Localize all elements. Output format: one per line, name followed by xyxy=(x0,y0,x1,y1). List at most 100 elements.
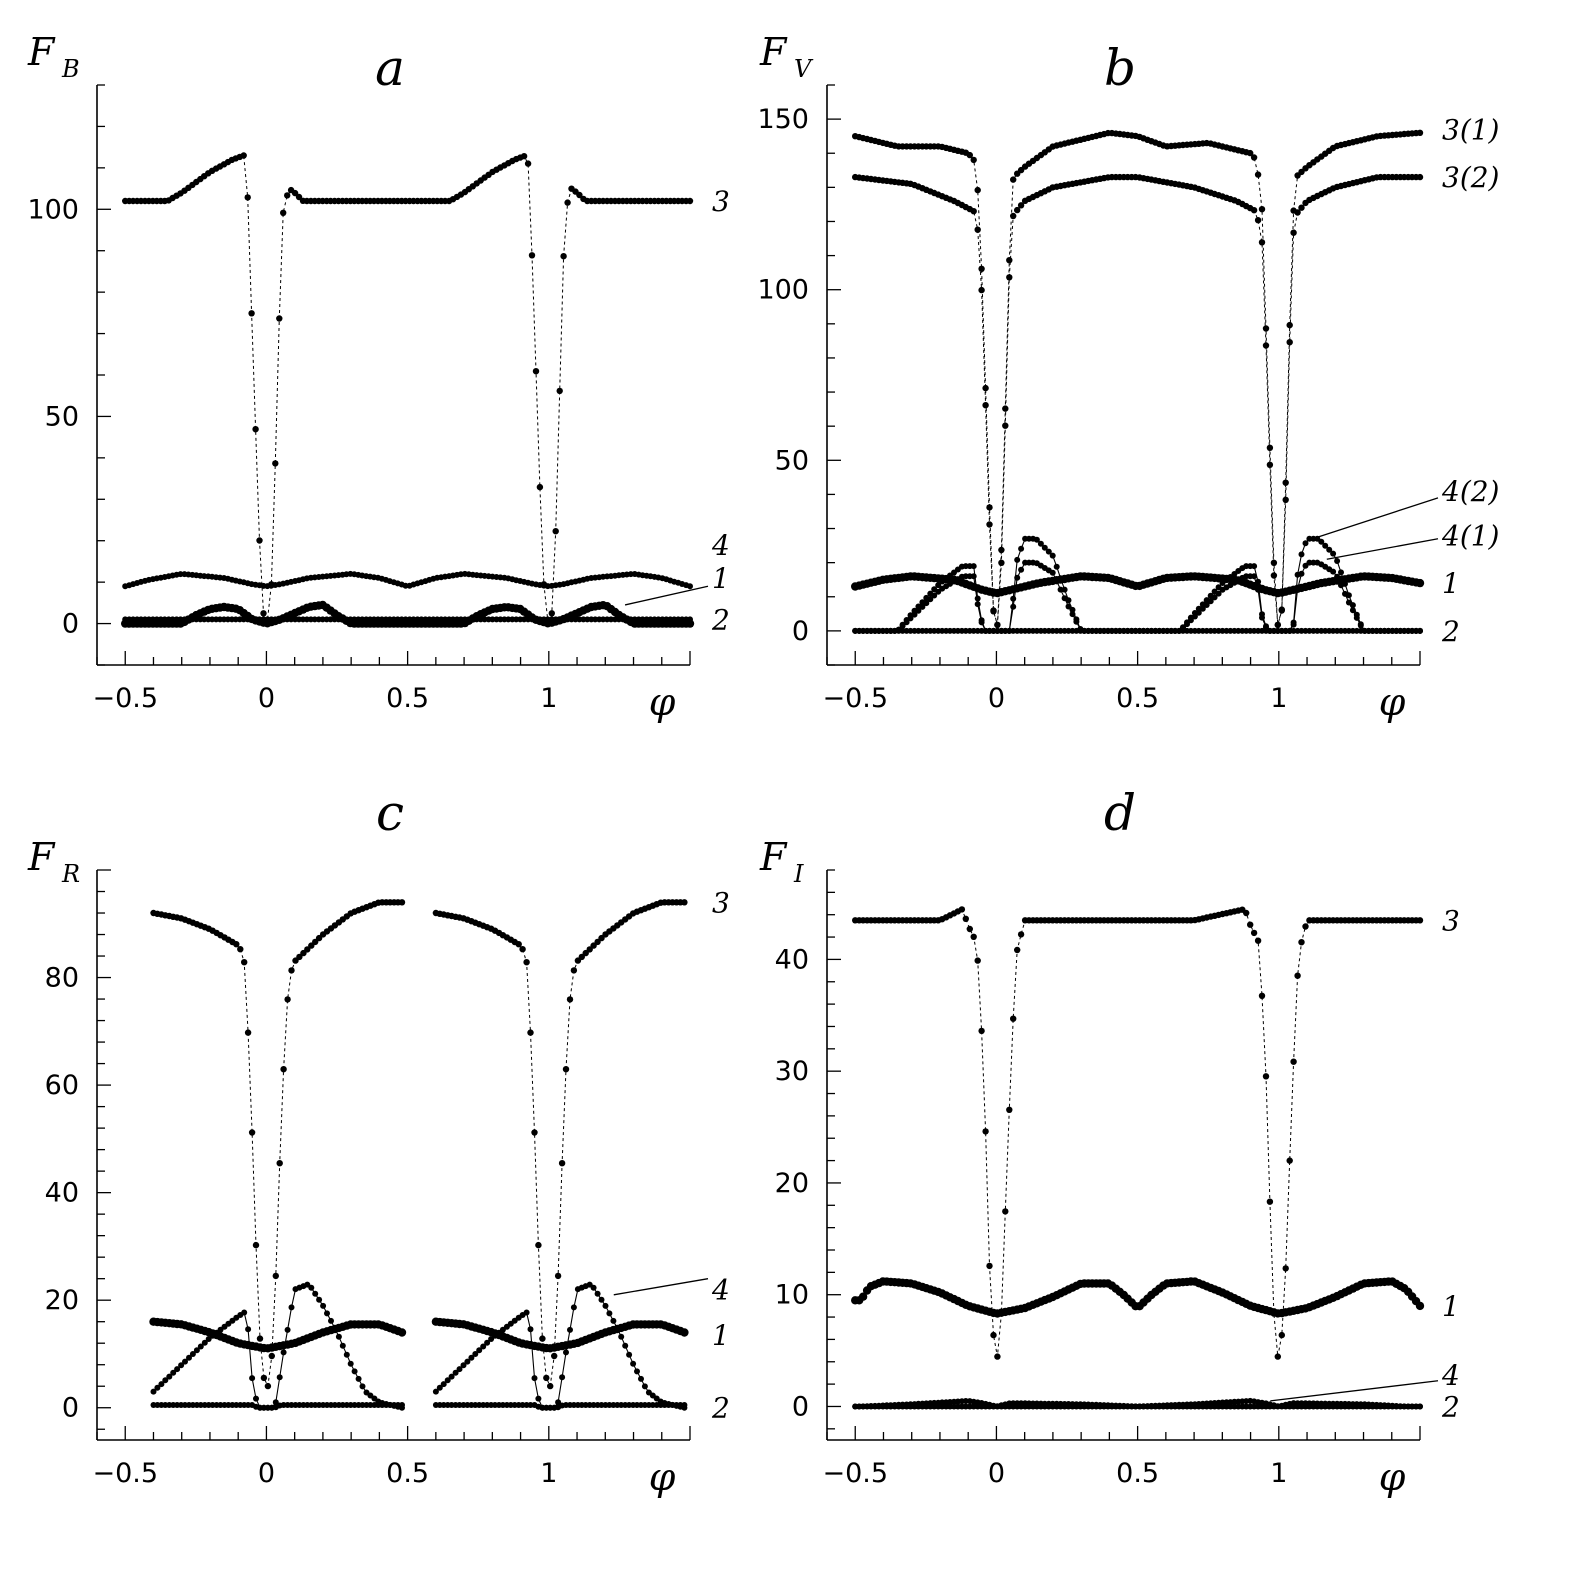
x-tick-label: −0.5 xyxy=(822,1458,888,1489)
x-tick-label: 0 xyxy=(988,683,1005,714)
data-point xyxy=(276,315,283,322)
data-point xyxy=(974,186,981,194)
data-point xyxy=(316,1296,323,1303)
data-point xyxy=(528,252,536,259)
y-axis-label: F xyxy=(27,30,56,74)
data-point xyxy=(1006,257,1013,264)
series-line xyxy=(855,132,1421,626)
data-point xyxy=(1049,569,1056,576)
y-tick-label: 0 xyxy=(792,1391,809,1422)
data-point xyxy=(547,1382,554,1390)
data-point xyxy=(276,1160,283,1167)
data-point xyxy=(1010,176,1017,183)
data-point xyxy=(1010,595,1017,602)
data-point xyxy=(1266,1198,1274,1205)
series-label: 1 xyxy=(1442,567,1460,600)
series-line xyxy=(435,901,685,1388)
data-point xyxy=(570,1304,577,1311)
data-point xyxy=(548,610,555,617)
annotation-leader-line xyxy=(1326,538,1439,560)
data-point xyxy=(626,1351,633,1358)
panel-d: 0 10 20 30 40 −0.5 0 0.5 1 d F Iφ 3 1 42 xyxy=(759,784,1460,1499)
y-tick-label: 0 xyxy=(62,1393,79,1424)
data-point xyxy=(1330,568,1337,575)
series-2: 2 xyxy=(852,1390,1460,1423)
y-axis-label-subscript: I xyxy=(793,860,804,888)
annotation-leader-line xyxy=(613,1278,709,1296)
y-tick-label: 10 xyxy=(775,1280,809,1311)
data-point xyxy=(630,1360,637,1367)
data-point xyxy=(347,1360,354,1367)
data-point xyxy=(150,1388,157,1395)
data-point xyxy=(1018,545,1025,552)
data-point xyxy=(1006,1106,1013,1114)
data-point xyxy=(978,265,985,272)
series-label: 4(1) xyxy=(1441,519,1499,552)
data-point xyxy=(1247,149,1254,157)
data-point xyxy=(931,592,938,599)
data-point xyxy=(170,1369,177,1376)
data-point xyxy=(233,941,240,948)
series-label: 1 xyxy=(712,1319,730,1352)
data-point xyxy=(1254,937,1262,944)
data-point xyxy=(284,1326,291,1333)
series-line xyxy=(153,901,402,1388)
data-point xyxy=(1073,618,1080,625)
data-point xyxy=(1270,572,1278,579)
data-point xyxy=(296,953,303,961)
data-point xyxy=(335,1333,342,1340)
data-point xyxy=(304,946,311,953)
data-point xyxy=(444,1377,451,1384)
data-point xyxy=(1318,538,1325,545)
data-point xyxy=(476,1347,483,1354)
data-point xyxy=(397,1328,407,1337)
x-tick-label: 1 xyxy=(540,683,557,714)
y-tick-label: 60 xyxy=(45,1070,79,1101)
data-point xyxy=(1053,563,1060,570)
data-point xyxy=(1251,563,1258,570)
data-point xyxy=(472,1351,479,1357)
data-point xyxy=(982,402,989,409)
data-point xyxy=(911,611,918,618)
data-point xyxy=(687,583,693,590)
data-point xyxy=(1338,569,1344,576)
data-point xyxy=(1057,586,1064,593)
series-label: 1 xyxy=(1442,1290,1460,1323)
data-point xyxy=(564,199,571,206)
series-1: 1 xyxy=(851,567,1460,600)
x-tick-label: −0.5 xyxy=(92,1458,158,1489)
data-point xyxy=(1211,594,1218,601)
series-label: 3 xyxy=(1442,904,1460,937)
data-point xyxy=(1254,171,1262,178)
series-2: 2 xyxy=(122,603,730,636)
series-label: 2 xyxy=(711,603,730,636)
panel-letter: b xyxy=(1104,39,1136,97)
data-point xyxy=(566,996,574,1003)
data-point xyxy=(681,899,688,906)
data-point xyxy=(1415,578,1425,588)
data-point xyxy=(1416,173,1424,181)
data-point xyxy=(280,209,287,216)
data-point xyxy=(280,1349,287,1356)
data-point xyxy=(1262,1073,1270,1080)
panel-letter: c xyxy=(376,784,404,842)
data-point xyxy=(555,1399,562,1406)
data-point xyxy=(515,941,522,948)
data-point xyxy=(970,156,977,164)
data-point xyxy=(1041,544,1048,551)
annotation-leader-line xyxy=(624,585,709,606)
y-axis-label-subscript: V xyxy=(794,55,814,83)
x-tick-label: 1 xyxy=(1270,1458,1287,1489)
data-point xyxy=(638,1375,644,1382)
data-point xyxy=(1302,923,1309,930)
data-point xyxy=(252,1241,260,1249)
data-point xyxy=(288,967,295,974)
data-point xyxy=(1282,1265,1289,1272)
data-point xyxy=(1278,1331,1286,1339)
data-point xyxy=(264,1382,272,1390)
x-tick-label: −0.5 xyxy=(92,683,158,714)
data-point xyxy=(1254,217,1262,224)
data-point xyxy=(994,621,1001,629)
